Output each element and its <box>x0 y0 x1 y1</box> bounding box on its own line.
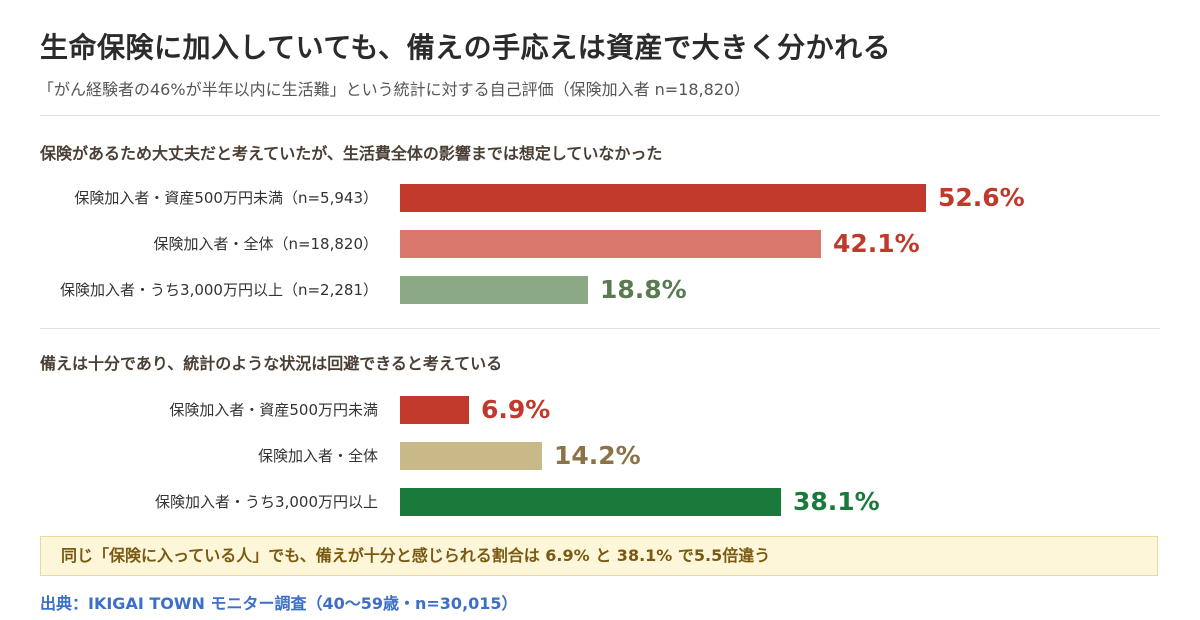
bar-value-label: 42.1% <box>833 229 920 258</box>
bar-value-label: 52.6% <box>938 183 1025 212</box>
bar-label: 保険加入者・全体 <box>257 447 378 465</box>
chart-subtitle: 「がん経験者の46%が半年以内に生活難」という統計に対する自己評価（保険加入者 … <box>38 80 751 99</box>
bar-value-label: 18.8% <box>600 275 687 304</box>
section-title-2: 備えは十分であり、統計のような状況は回避できると考えている <box>40 354 503 373</box>
bar-value-label: 6.9% <box>481 395 551 424</box>
bar <box>400 230 821 258</box>
bar <box>400 488 781 516</box>
bar-value-label: 38.1% <box>793 487 880 516</box>
bar-label: 保険加入者・うち3,000万円以上（n=2,281） <box>60 281 378 299</box>
bar-label: 保険加入者・うち3,000万円以上 <box>155 493 378 511</box>
bar-label: 保険加入者・全体（n=18,820） <box>153 235 378 253</box>
bar <box>400 184 926 212</box>
section-title-1: 保険があるため大丈夫だと考えていたが、生活費全体の影響までは想定していなかった <box>40 144 663 163</box>
divider-middle <box>40 328 1160 329</box>
bar-label: 保険加入者・資産500万円未満 <box>169 401 378 419</box>
bar-label: 保険加入者・資産500万円未満（n=5,943） <box>74 189 378 207</box>
source-link[interactable]: 出典：IKIGAI TOWN モニター調査（40〜59歳・n=30,015） <box>40 594 518 613</box>
bar <box>400 396 469 424</box>
bar <box>400 276 588 304</box>
divider-top <box>40 115 1160 116</box>
chart-title: 生命保険に加入していても、備えの手応えは資産で大きく分かれる <box>40 31 892 64</box>
summary-note: 同じ「保険に入っている人」でも、備えが十分と感じられる割合は 6.9% と 38… <box>40 536 1158 576</box>
bar-value-label: 14.2% <box>554 441 641 470</box>
bar <box>400 442 542 470</box>
